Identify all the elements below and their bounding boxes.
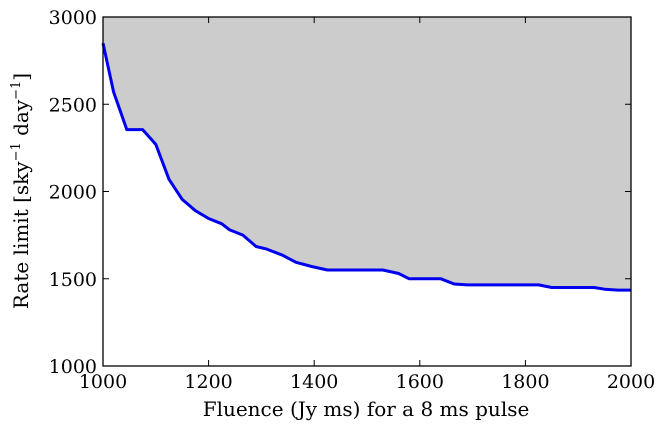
- ticks: [102, 16, 632, 367]
- y-tick-label: 1500: [49, 269, 97, 291]
- y-tick-label: 3000: [49, 7, 97, 29]
- x-tick-label: 2000: [607, 371, 655, 393]
- y-axis-label-part: ]: [9, 73, 33, 81]
- plot-area: [101, 17, 631, 292]
- y-tick-label: 2000: [49, 182, 97, 204]
- x-tick-label: 1800: [501, 371, 549, 393]
- x-tick-label: 1000: [79, 371, 127, 393]
- x-axis-label: Fluence (Jy ms) for a 8 ms pulse: [203, 397, 530, 421]
- y-axis-label-part: Rate limit [sky: [9, 161, 33, 309]
- y-tick-label: 2500: [49, 94, 97, 116]
- tick-labels: 1000 1200 1400 1600 1800 2000 1000 1500 2000 2500…: [49, 7, 656, 393]
- y-axis-label-superscript: −1: [9, 142, 24, 161]
- x-tick-label: 1200: [184, 371, 232, 393]
- rate-limit-line: [101, 42, 631, 292]
- y-axis-label-superscript: −1: [9, 81, 24, 100]
- y-axis-label: Rate limit [sky−1 day−1]: [9, 73, 33, 309]
- y-axis-label-part: day: [9, 99, 33, 142]
- y-tick-label: 1000: [49, 356, 97, 378]
- excluded-region-fill: [103, 17, 631, 291]
- x-tick-label: 1600: [396, 371, 444, 393]
- x-tick-label: 1400: [290, 371, 338, 393]
